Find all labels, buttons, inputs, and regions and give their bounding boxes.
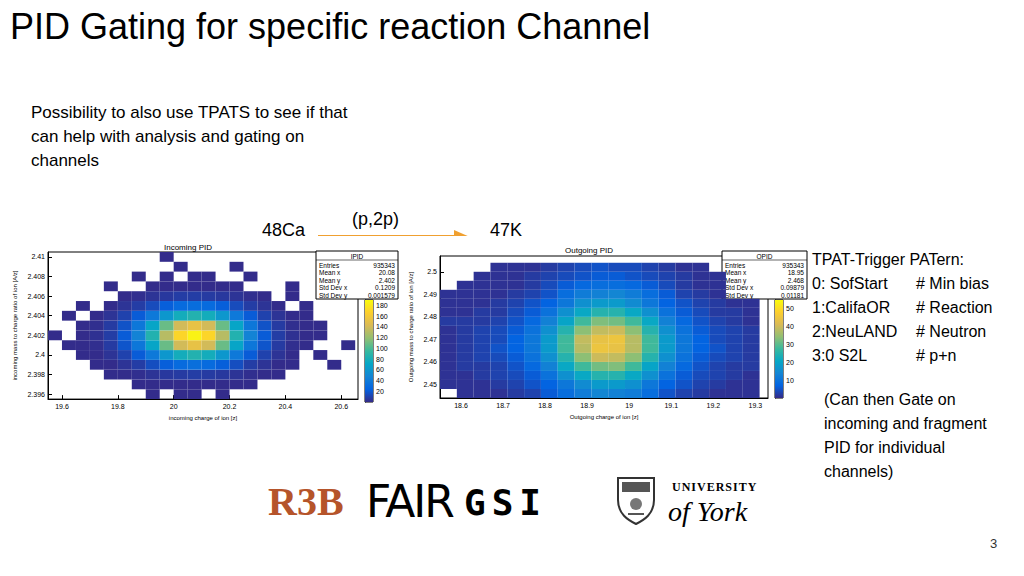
html-text:48Ca: 48Ca [262,220,305,240]
html-text:(Can then Gate on: (Can then Gate on [824,391,956,408]
svg-text:160: 160 [376,313,388,320]
svg-text:60: 60 [376,366,384,373]
svg-text:0.09879: 0.09879 [781,284,805,291]
svg-text:Std Dev y: Std Dev y [725,292,754,300]
svg-text:2.402: 2.402 [27,332,45,339]
svg-text:18.9: 18.9 [580,402,594,409]
svg-text:18.7: 18.7 [496,402,510,409]
svg-text:Entries: Entries [319,262,340,269]
svg-text:20.6: 20.6 [334,403,348,410]
svg-text:Outgoing PID: Outgoing PID [565,246,613,255]
svg-text:0.001579: 0.001579 [368,292,395,299]
svg-text:2.402: 2.402 [379,277,396,284]
svg-text:Mean x: Mean x [725,269,747,276]
svg-text:OPID: OPID [757,253,773,260]
svg-text:Mean y: Mean y [319,276,341,284]
html-text:(p,2p): (p,2p) [352,209,399,229]
svg-text:2.406: 2.406 [27,293,45,300]
svg-text:50: 50 [786,305,794,312]
svg-text:18.95: 18.95 [788,269,805,276]
svg-text:19.3: 19.3 [749,402,763,409]
svg-text:19: 19 [625,402,633,409]
svg-text:2.5: 2.5 [427,268,437,275]
svg-text:10: 10 [786,377,794,384]
svg-text:140: 140 [376,323,388,330]
html-text:UNIVERSITY: UNIVERSITY [672,480,758,494]
svg-text:18.6: 18.6 [454,402,468,409]
svg-text:935343: 935343 [782,262,804,269]
html-text:of York: of York [668,496,748,527]
svg-text:20.4: 20.4 [279,403,293,410]
html-text:PID for individual: PID for individual [824,439,945,456]
html-text:# Reaction: # Reaction [916,299,993,316]
svg-text:40: 40 [376,377,384,384]
svg-text:2.46: 2.46 [423,358,437,365]
svg-text:100: 100 [376,345,388,352]
svg-text:Std Dev x: Std Dev x [319,284,348,291]
html-text:R3B: R3B [268,479,344,524]
svg-text:80: 80 [376,356,384,363]
svg-text:2.41: 2.41 [31,253,45,260]
svg-text:18.8: 18.8 [538,402,552,409]
html-text:3: 3 [990,536,998,551]
svg-text:20: 20 [376,388,384,395]
svg-text:2.45: 2.45 [423,381,437,388]
svg-text:935343: 935343 [373,262,395,269]
svg-text:Outgoing charge of ion [z]: Outgoing charge of ion [z] [570,414,639,420]
svg-text:19.6: 19.6 [55,403,69,410]
html-text:# p+n: # p+n [916,347,957,364]
svg-text:Incoming PID: Incoming PID [164,243,212,252]
svg-text:Std Dev x: Std Dev x [725,284,754,291]
svg-text:2.468: 2.468 [788,277,805,284]
html-text:2:NeuLAND: 2:NeuLAND [812,323,898,340]
svg-text:120: 120 [376,334,388,341]
svg-text:2.398: 2.398 [27,371,45,378]
html-text:can help with analysis and gat: can help with analysis and gating on [31,127,305,146]
html-text:3:0 S2L: 3:0 S2L [812,347,868,364]
svg-text:2.49: 2.49 [423,291,437,298]
svg-text:Outgoing mass to charge ratio: Outgoing mass to charge ratio of ion [A/… [408,271,414,382]
svg-text:Std Dev y: Std Dev y [319,292,348,300]
svg-text:0.1209: 0.1209 [375,284,395,291]
svg-text:20.2: 20.2 [223,403,237,410]
svg-text:2.4: 2.4 [35,351,45,358]
svg-text:19.2: 19.2 [707,402,721,409]
html-text:channels: channels [31,151,100,170]
html-text:# Neutron: # Neutron [916,323,987,340]
svg-text:incoming charge of ion [z]: incoming charge of ion [z] [169,415,238,421]
html-text:Possibility to also use TPATS: Possibility to also use TPATS to see if … [31,103,348,122]
html-text:TPAT-Trigger PATern:: TPAT-Trigger PATern: [812,251,964,268]
svg-text:40: 40 [786,323,794,330]
svg-text:IPID: IPID [351,253,364,260]
html-text:PID Gating for specific reacti: PID Gating for specific reaction Channel [10,6,651,47]
svg-text:Entries: Entries [725,262,746,269]
svg-text:2.48: 2.48 [423,313,437,320]
svg-text:Mean x: Mean x [319,269,341,276]
html-text:1:CalifaOR: 1:CalifaOR [812,299,891,316]
svg-text:2.396: 2.396 [27,391,45,398]
svg-text:20: 20 [786,359,794,366]
html-text:incoming and fragment: incoming and fragment [824,415,987,432]
svg-text:180: 180 [376,302,388,309]
svg-text:Mean y: Mean y [725,276,747,284]
svg-text:20.08: 20.08 [379,269,396,276]
svg-text:19.8: 19.8 [111,403,125,410]
html-text:FAIR GSI: FAIR GSI [366,476,547,527]
svg-text:incoming mass to charge ratio: incoming mass to charge ratio of ion [A/… [12,270,18,380]
svg-text:0.01181: 0.01181 [781,292,804,299]
svg-text:20: 20 [170,403,178,410]
html-text:47K: 47K [490,220,522,240]
svg-text:2.408: 2.408 [27,273,45,280]
svg-text:2.47: 2.47 [423,336,437,343]
svg-text:2.404: 2.404 [27,312,45,319]
svg-text:30: 30 [786,341,794,348]
html-text:# Min bias: # Min bias [916,275,989,292]
html-text:channels): channels) [824,463,894,480]
svg-text:19.1: 19.1 [664,402,678,409]
html-text:0: SofStart: 0: SofStart [812,275,888,292]
